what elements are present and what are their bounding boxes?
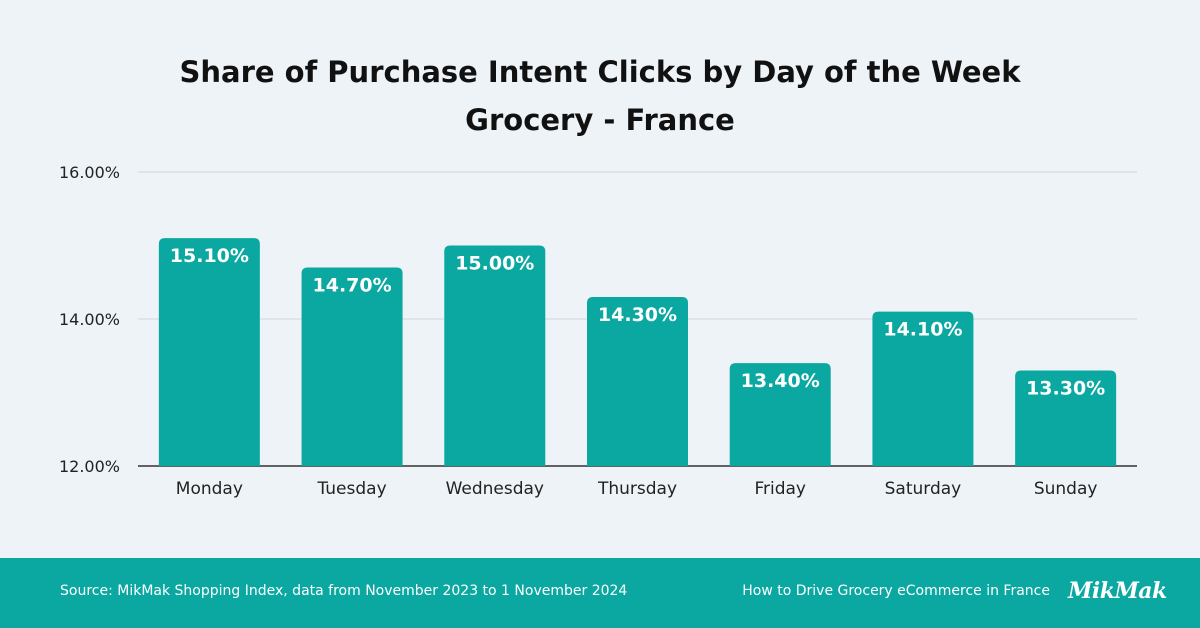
bar-wednesday — [444, 245, 546, 466]
data-label: 13.40% — [741, 370, 820, 392]
x-tick-label: Thursday — [597, 479, 677, 499]
data-label: 14.30% — [598, 304, 677, 326]
data-label: 15.10% — [170, 245, 249, 267]
x-tick-label: Monday — [176, 479, 243, 499]
bar-sunday — [1015, 370, 1117, 466]
chart-subtitle: Grocery - France — [465, 103, 735, 137]
mikmak-logo: MikMak — [1068, 578, 1167, 604]
x-tick-label: Saturday — [885, 479, 962, 499]
y-tick-label: 14.00% — [59, 310, 120, 329]
bar-thursday — [587, 296, 688, 466]
x-tick-label: Tuesday — [316, 479, 386, 499]
article-link[interactable]: How to Drive Grocery eCommerce in France — [742, 583, 1050, 599]
source-note: Source: MikMak Shopping Index, data from… — [60, 583, 628, 599]
y-tick-label: 12.00% — [59, 457, 120, 476]
data-label: 15.00% — [455, 253, 534, 275]
x-tick-label: Wednesday — [446, 479, 544, 499]
bar-friday — [729, 363, 831, 466]
chart-title-block: Share of Purchase Intent Clicks by Day o… — [0, 48, 1200, 144]
bar-saturday — [872, 311, 974, 466]
chart-title: Share of Purchase Intent Clicks by Day o… — [179, 55, 1021, 89]
x-tick-label: Friday — [754, 479, 806, 499]
bar-tuesday — [301, 267, 403, 466]
x-tick-label: Sunday — [1034, 479, 1098, 499]
data-label: 13.30% — [1026, 377, 1105, 399]
data-label: 14.10% — [883, 319, 962, 341]
data-label: 14.70% — [313, 275, 392, 297]
y-tick-label: 16.00% — [59, 163, 120, 182]
footer-bar: Source: MikMak Shopping Index, data from… — [0, 558, 1200, 628]
bar-monday — [158, 238, 260, 466]
bar-chart: 12.00% 14.00% 16.00% 15.10% Monday 14.70% Tues… — [59, 163, 1137, 499]
